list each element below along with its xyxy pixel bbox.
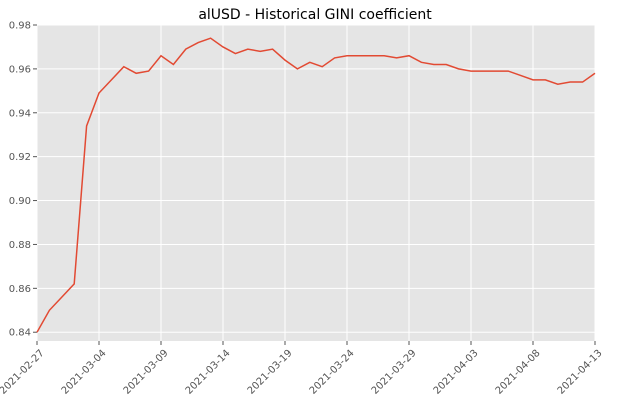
y-tick-label: 0.86 bbox=[9, 284, 31, 295]
x-tick-label: 2021-03-29 bbox=[370, 348, 419, 397]
series-line bbox=[36, 37, 596, 333]
x-tick-label: 2021-03-19 bbox=[246, 348, 295, 397]
x-tick-label: 2021-03-04 bbox=[60, 348, 109, 397]
chart-title: alUSD - Historical GINI coefficient bbox=[198, 7, 432, 23]
x-tick-label: 2021-04-03 bbox=[432, 348, 481, 397]
x-tick-label: 2021-03-24 bbox=[308, 348, 357, 397]
x-axis: 2021-02-27 2021-03-04 2021-03-09 2021-03-14… bbox=[0, 341, 605, 397]
y-tick-label: 0.96 bbox=[9, 64, 31, 75]
y-axis: 0.84 0.86 0.88 0.90 0.92 0.94 0.96 0.98 bbox=[9, 21, 37, 339]
x-tick-label: 2021-04-08 bbox=[494, 348, 543, 397]
x-tick-label: 2021-02-27 bbox=[0, 348, 47, 397]
y-tick-label: 0.92 bbox=[9, 152, 31, 163]
y-tick-label: 0.98 bbox=[9, 21, 31, 32]
x-tick-label: 2021-03-09 bbox=[122, 348, 171, 397]
x-tick-label: 2021-03-14 bbox=[184, 348, 233, 397]
y-tick-label: 0.88 bbox=[9, 240, 31, 251]
y-tick-label: 0.94 bbox=[9, 108, 31, 119]
grid bbox=[36, 24, 596, 341]
y-tick-label: 0.90 bbox=[9, 196, 31, 207]
x-tick-label: 2021-04-13 bbox=[556, 348, 605, 397]
y-tick-label: 0.84 bbox=[9, 328, 31, 339]
